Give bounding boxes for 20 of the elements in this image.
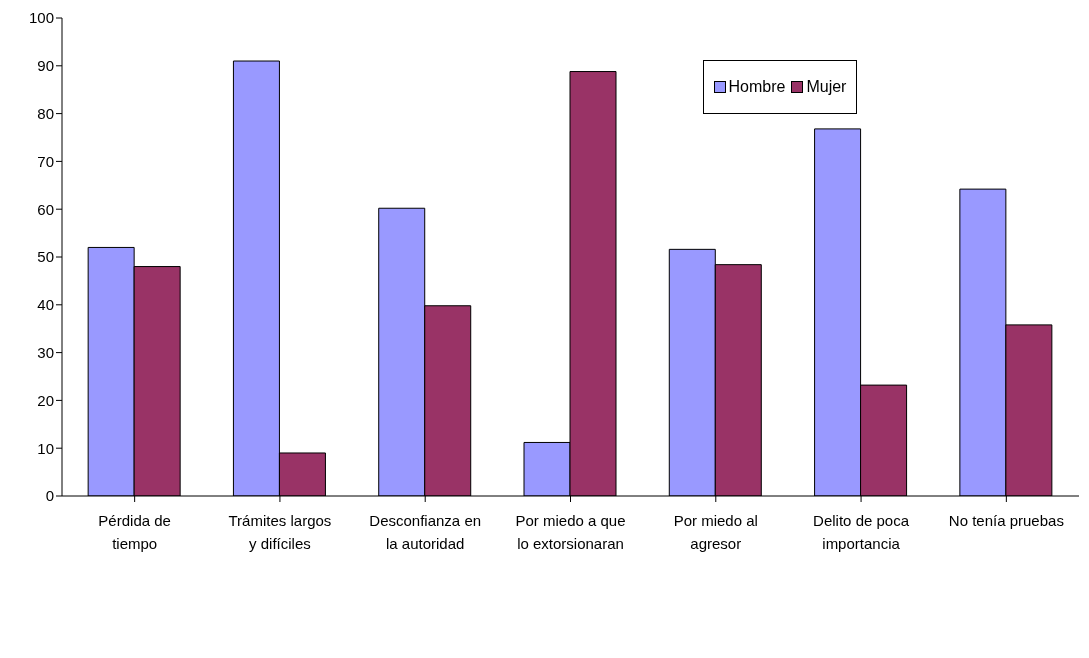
y-tick-label: 30 (37, 343, 54, 361)
y-tick-label: 50 (37, 248, 54, 266)
x-tick-label: Trámites largos y difíciles (228, 512, 332, 552)
y-tick-label: 20 (37, 391, 54, 409)
y-tick-label: 80 (37, 104, 54, 122)
legend-label: Mujer (805, 78, 847, 96)
y-tick-label: 70 (37, 152, 54, 170)
y-tick-label: 100 (28, 9, 54, 27)
y-tick-label: 10 (37, 439, 54, 457)
y-tick-label: 60 (37, 200, 54, 218)
legend-label: Hombre (727, 78, 786, 96)
x-tick-label: Por miedo a que lo extorsionaran (515, 512, 626, 552)
x-tick-label: Pérdida de tiempo (98, 512, 171, 552)
x-tick-label: Delito de poca importancia (813, 512, 910, 552)
x-tick-label: Desconfianza en la autoridad (369, 512, 482, 552)
y-tick-label: 40 (37, 296, 54, 314)
y-tick-label: 0 (45, 487, 54, 505)
y-tick-label: 90 (37, 57, 54, 75)
x-tick-label: No tenía pruebas (948, 512, 1064, 529)
x-tick-label: Por miedo al agresor (673, 512, 758, 552)
